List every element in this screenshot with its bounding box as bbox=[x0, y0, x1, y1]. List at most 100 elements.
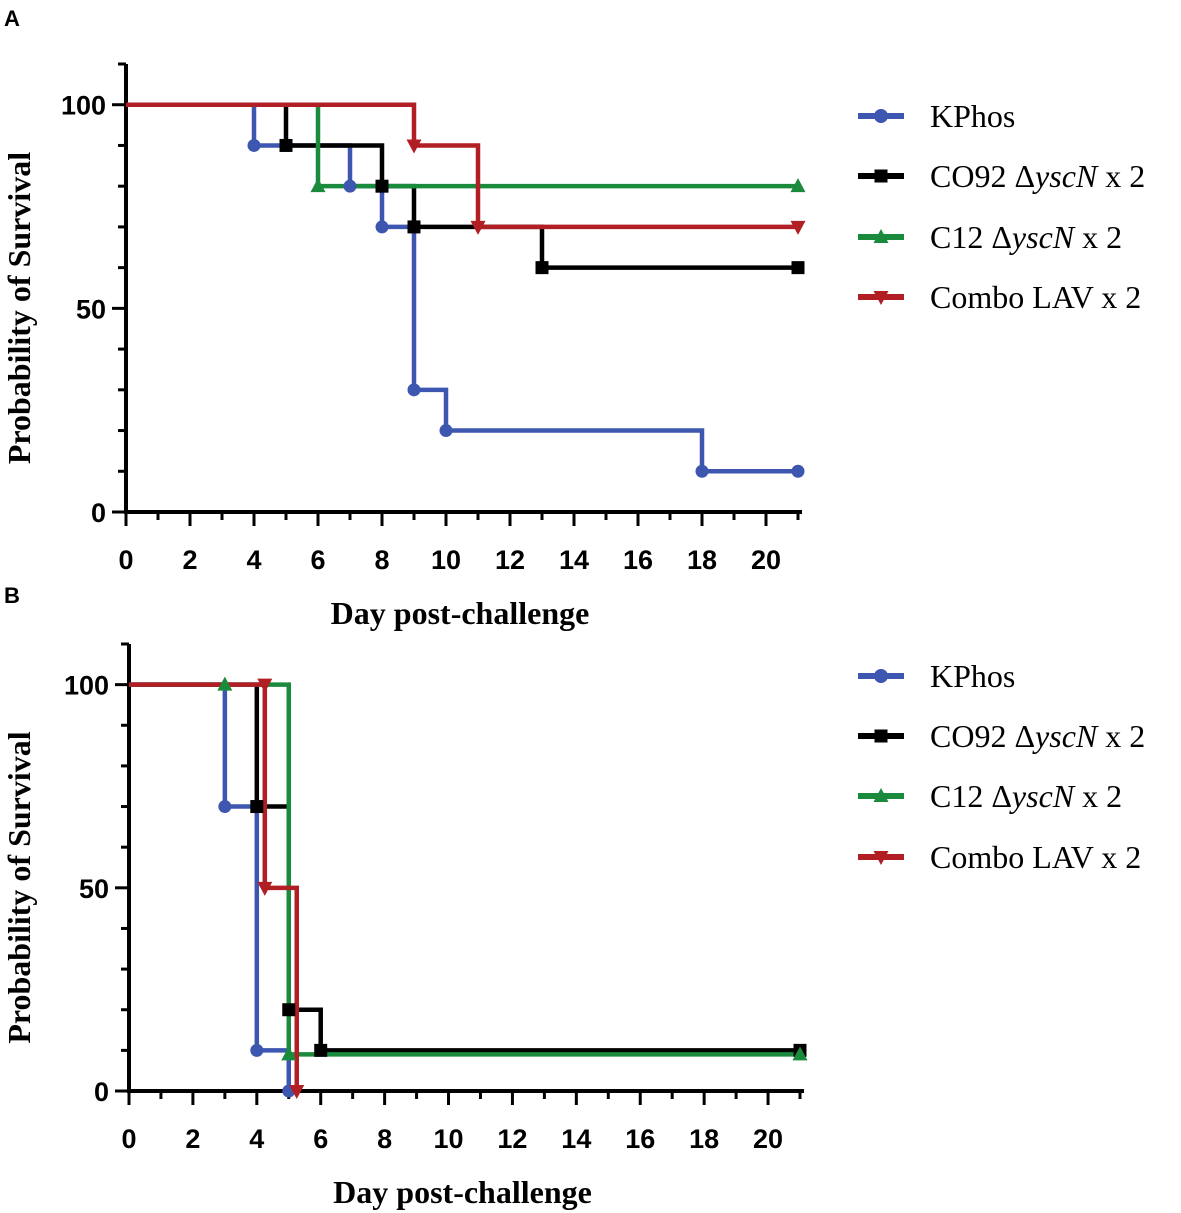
legend-italic-part: yscN bbox=[1032, 718, 1099, 754]
x-tick-label: 10 bbox=[434, 1124, 464, 1154]
circle-marker bbox=[375, 220, 389, 234]
legend-entry-kphos: KPhos bbox=[930, 658, 1015, 694]
triangle-up-marker bbox=[217, 676, 233, 691]
square-marker bbox=[535, 261, 549, 275]
x-tick-label: 20 bbox=[753, 1124, 783, 1154]
y-tick-label: 100 bbox=[61, 91, 106, 121]
x-tick-label: 0 bbox=[118, 545, 133, 575]
legend-entry-kphos: KPhos bbox=[930, 98, 1015, 134]
legend-entry-combo-lav-x-2: Combo LAV x 2 bbox=[930, 839, 1141, 875]
square-marker bbox=[874, 169, 888, 183]
square-marker bbox=[250, 800, 264, 814]
triangle-down-marker bbox=[257, 881, 273, 896]
x-tick-label: 18 bbox=[689, 1124, 719, 1154]
legend-entry-c12-yscn: C12 ΔyscN x 2 bbox=[930, 778, 1122, 814]
legend-italic-part: yscN bbox=[1009, 778, 1076, 814]
legend-entry-co92-yscn: CO92 ΔyscN x 2 bbox=[930, 158, 1145, 194]
legend-entry-combo-lav-x-2: Combo LAV x 2 bbox=[930, 279, 1141, 315]
x-tick-label: 16 bbox=[623, 545, 653, 575]
x-tick-label: 8 bbox=[374, 545, 389, 575]
legend-entry-c12-yscn: C12 ΔyscN x 2 bbox=[930, 219, 1122, 255]
legend-tail: x 2 bbox=[1074, 219, 1122, 255]
x-tick-label: 18 bbox=[687, 545, 717, 575]
circle-marker bbox=[874, 669, 888, 683]
legend-entry-co92-yscn: CO92 ΔyscN x 2 bbox=[930, 718, 1145, 754]
square-marker bbox=[282, 1003, 296, 1017]
legend-name: CO92 Δ bbox=[930, 718, 1035, 754]
x-tick-label: 20 bbox=[751, 545, 781, 575]
triangle-up-marker bbox=[873, 229, 889, 243]
legend-name: C12 Δ bbox=[930, 219, 1012, 255]
triangle-up-marker bbox=[792, 1046, 808, 1061]
triangle-down-marker bbox=[873, 291, 889, 305]
legend-name: Combo LAV x 2 bbox=[930, 279, 1141, 315]
chart-panel-a: 0 50 100 0 2 4 6 8 10 12 14 16 18 20 Day post-challeng… bbox=[1, 62, 1145, 631]
x-tick-label: 2 bbox=[185, 1124, 200, 1154]
x-axis-title: Day post-challenge bbox=[333, 1174, 592, 1210]
series-line-combo-lav-x-2 bbox=[129, 682, 299, 1091]
x-tick-label: 14 bbox=[561, 1124, 591, 1154]
square-marker bbox=[279, 138, 293, 152]
legend-italic-part: yscN bbox=[1009, 219, 1076, 255]
legend-tail: x 2 bbox=[1074, 778, 1122, 814]
circle-marker bbox=[247, 138, 261, 152]
square-marker bbox=[791, 261, 805, 275]
y-tick-label: 50 bbox=[79, 874, 109, 904]
triangle-down-marker bbox=[289, 1085, 305, 1099]
panel-label-a: A bbox=[4, 6, 20, 31]
series-line-kphos bbox=[126, 102, 798, 474]
triangle-up-marker bbox=[790, 178, 806, 193]
circle-marker bbox=[250, 1043, 264, 1057]
circle-marker bbox=[343, 179, 357, 193]
circle-marker bbox=[695, 464, 709, 478]
y-tick-label: 50 bbox=[76, 294, 106, 324]
circle-marker bbox=[218, 800, 232, 814]
legend-name: Combo LAV x 2 bbox=[930, 839, 1141, 875]
x-tick-label: 4 bbox=[249, 1124, 264, 1154]
triangle-down-marker bbox=[790, 220, 806, 235]
y-axis-title: Probability of Survival bbox=[1, 731, 37, 1043]
square-marker bbox=[407, 220, 421, 234]
x-tick-label: 10 bbox=[431, 545, 461, 575]
legend-name: KPhos bbox=[930, 658, 1015, 694]
circle-marker bbox=[439, 424, 453, 438]
x-tick-label: 0 bbox=[121, 1124, 136, 1154]
legend-name: C12 Δ bbox=[930, 778, 1012, 814]
x-axis-title: Day post-challenge bbox=[331, 595, 590, 631]
y-tick-label: 0 bbox=[91, 498, 106, 528]
legend-name: KPhos bbox=[930, 98, 1015, 134]
circle-marker bbox=[791, 464, 805, 478]
legend-tail: x 2 bbox=[1097, 158, 1145, 194]
x-tick-label: 6 bbox=[313, 1124, 328, 1154]
y-tick-label: 0 bbox=[94, 1077, 109, 1107]
square-marker bbox=[874, 729, 888, 743]
x-tick-label: 8 bbox=[377, 1124, 392, 1154]
series-line-co92-yscn bbox=[129, 682, 800, 1053]
triangle-down-marker bbox=[406, 139, 422, 154]
x-tick-label: 16 bbox=[625, 1124, 655, 1154]
x-tick-label: 4 bbox=[246, 545, 261, 575]
circle-marker bbox=[407, 383, 421, 397]
triangle-down-marker bbox=[470, 220, 486, 235]
triangle-down-marker bbox=[257, 678, 273, 693]
series-line-combo-lav-x-2 bbox=[126, 102, 798, 230]
square-marker bbox=[375, 179, 389, 193]
legend-name: CO92 Δ bbox=[930, 158, 1035, 194]
x-tick-label: 14 bbox=[559, 545, 589, 575]
y-axis-title: Probability of Survival bbox=[1, 152, 37, 464]
x-tick-label: 12 bbox=[495, 545, 525, 575]
panel-label-b: B bbox=[4, 583, 20, 608]
triangle-up-marker bbox=[873, 788, 889, 802]
x-tick-label: 12 bbox=[497, 1124, 527, 1154]
x-tick-label: 6 bbox=[310, 545, 325, 575]
chart-panel-b: 0 50 100 0 2 4 6 8 10 12 14 16 18 20 Day post-challeng… bbox=[1, 642, 1145, 1210]
triangle-up-marker bbox=[310, 178, 326, 193]
y-tick-label: 100 bbox=[64, 671, 109, 701]
triangle-down-marker bbox=[873, 851, 889, 865]
series-line-c12-yscn bbox=[129, 682, 800, 1057]
legend-italic-part: yscN bbox=[1032, 158, 1099, 194]
circle-marker bbox=[874, 109, 888, 123]
triangle-up-marker bbox=[281, 1046, 297, 1061]
x-tick-label: 2 bbox=[182, 545, 197, 575]
